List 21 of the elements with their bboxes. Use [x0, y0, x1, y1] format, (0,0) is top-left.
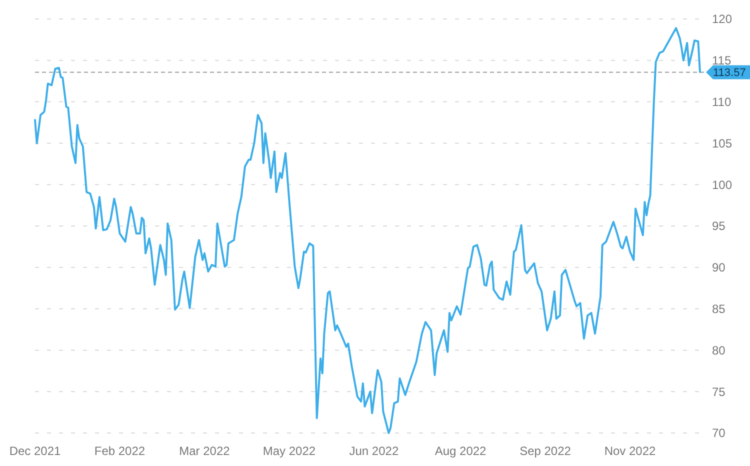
y-tick-label: 95	[712, 219, 726, 234]
y-tick-label: 75	[712, 384, 726, 399]
x-tick-label: May 2022	[262, 444, 316, 458]
y-tick-label: 110	[712, 95, 732, 109]
x-tick-label: Aug 2022	[434, 444, 487, 458]
y-tick-label: 115	[712, 54, 732, 68]
y-tick-label: 120	[712, 12, 732, 26]
x-tick-label: Dec 2021	[9, 444, 62, 458]
ref-line-label: 113.57	[713, 67, 746, 80]
x-tick-label: Mar 2022	[179, 444, 230, 458]
x-tick-label: Feb 2022	[94, 444, 146, 458]
y-tick-label: 100	[712, 178, 732, 192]
y-tick-label: 70	[712, 426, 726, 440]
line-series	[34, 27, 701, 434]
x-tick-label: Nov 2022	[604, 444, 656, 458]
x-tick-label: Sep 2022	[520, 444, 572, 458]
y-tick-label: 85	[712, 302, 726, 316]
y-tick-label: 90	[712, 260, 726, 275]
y-tick-label: 80	[712, 343, 726, 358]
y-tick-label: 105	[712, 136, 732, 150]
x-tick-label: Jun 2022	[349, 444, 399, 458]
